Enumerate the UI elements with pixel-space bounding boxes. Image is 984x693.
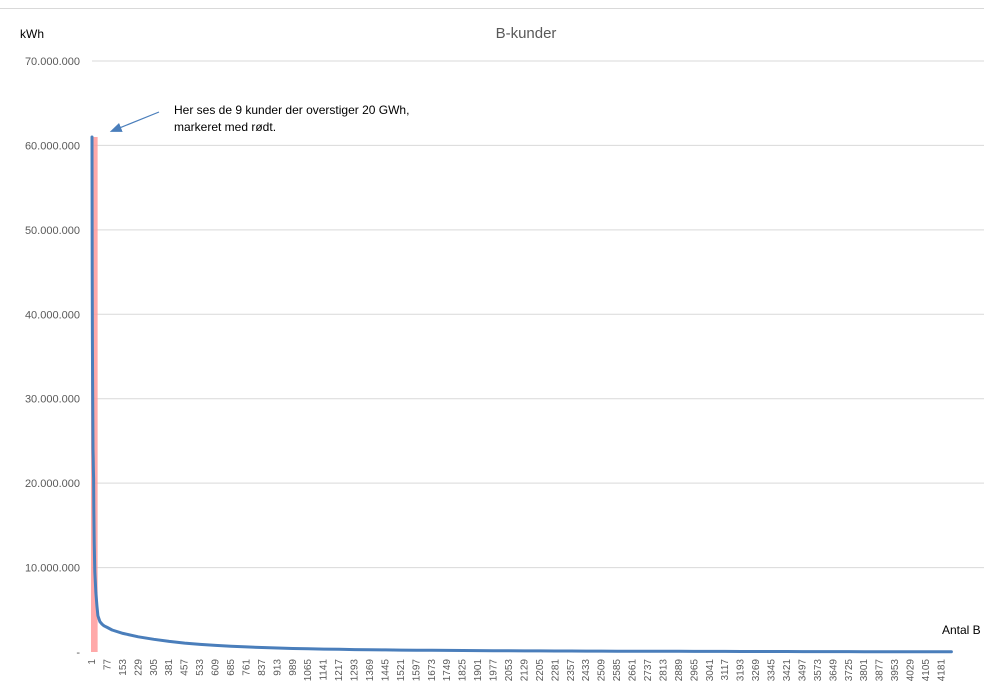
x-tick-label: 609 (211, 659, 222, 676)
gridlines (92, 60, 984, 569)
x-tick-label: 837 (257, 659, 268, 676)
x-tick-label: 381 (164, 659, 175, 676)
x-tick-label: 2281 (550, 659, 561, 682)
y-tick-label: 10.000.000 (25, 563, 80, 575)
x-tick-label: 761 (241, 659, 252, 676)
x-tick-label: 2433 (581, 659, 592, 682)
x-tick-label: 305 (149, 659, 160, 676)
highlight-band (91, 136, 98, 652)
x-tick-label: 77 (102, 659, 113, 671)
x-tick-label: 2965 (689, 659, 700, 682)
y-tick-label: 20.000.000 (25, 478, 80, 490)
x-tick-label: 3117 (720, 659, 731, 681)
x-tick-label: 3649 (828, 659, 839, 682)
highlight-layer (91, 136, 98, 652)
annotation-text-line: Her ses de 9 kunder der overstiger 20 GW… (174, 103, 409, 117)
x-tick-label: 1 (87, 659, 98, 665)
y-tick-label: 30.000.000 (25, 394, 80, 406)
x-tick-label: 2889 (674, 659, 685, 682)
chart-title: B-kunder (496, 25, 557, 42)
x-tick-label: 2129 (519, 659, 530, 682)
y-tick-label: 70.000.000 (25, 56, 80, 68)
x-axis-label: Antal B (942, 623, 981, 637)
x-tick-label: 1901 (473, 659, 484, 682)
x-tick-label: 3497 (797, 659, 808, 682)
x-tick-label: 1293 (350, 659, 361, 682)
x-tick-label: 2585 (612, 659, 623, 682)
x-tick-label: 4181 (936, 659, 947, 682)
annotation-text-line: markeret med rødt. (174, 120, 276, 134)
annotation-layer: Her ses de 9 kunder der overstiger 20 GW… (109, 103, 409, 134)
x-axis-ticks: 1 77 153 229 305 381 457 533 609 685 761 837 913 989 1… (87, 659, 947, 682)
x-tick-label: 3953 (890, 659, 901, 682)
x-tick-label: 1749 (442, 659, 453, 682)
x-tick-label: 1445 (380, 659, 391, 682)
x-tick-label: 3269 (751, 659, 762, 682)
x-tick-label: 2737 (643, 659, 654, 682)
series-layer (90, 135, 953, 654)
x-tick-label: 2813 (658, 659, 669, 682)
y-tick-label: 50.000.000 (25, 225, 80, 237)
x-tick-label: 457 (180, 659, 191, 676)
x-tick-label: 3573 (813, 659, 824, 682)
x-tick-label: 2357 (566, 659, 577, 682)
x-tick-label: 1369 (365, 659, 376, 682)
x-tick-label: 4105 (921, 659, 932, 682)
x-tick-label: 3421 (782, 659, 793, 682)
x-tick-label: 3345 (767, 659, 778, 682)
x-tick-label: 3801 (859, 659, 870, 682)
x-tick-label: 1825 (458, 659, 469, 682)
x-tick-label: 1673 (427, 659, 438, 682)
x-tick-label: 2661 (628, 659, 639, 682)
y-axis-unit-label: kWh (20, 27, 44, 41)
x-tick-label: 4029 (906, 659, 917, 682)
y-tick-label: - (76, 647, 80, 659)
x-tick-label: 913 (272, 659, 283, 676)
x-tick-label: 3041 (705, 659, 716, 682)
x-tick-label: 2509 (597, 659, 608, 682)
x-tick-label: 153 (118, 659, 129, 676)
y-tick-label: 60.000.000 (25, 140, 80, 152)
x-tick-label: 1065 (303, 659, 314, 682)
annotation-arrow (109, 111, 160, 132)
x-tick-label: 533 (195, 659, 206, 676)
x-tick-label: 685 (226, 659, 237, 676)
series-line (90, 135, 953, 654)
x-tick-label: 3877 (875, 659, 886, 682)
x-tick-label: 2205 (535, 659, 546, 682)
x-tick-label: 1597 (411, 659, 422, 682)
x-tick-label: 229 (133, 659, 144, 676)
y-axis-ticks: - 10.000.000 20.000.000 30.000.000 40.000.00… (25, 56, 80, 659)
y-tick-label: 40.000.000 (25, 309, 80, 321)
x-tick-label: 3193 (736, 659, 747, 682)
x-tick-label: 989 (288, 659, 299, 676)
x-tick-label: 1521 (396, 659, 407, 682)
x-tick-label: 3725 (844, 659, 855, 682)
x-tick-label: 1141 (319, 659, 330, 681)
x-tick-label: 1217 (334, 659, 345, 682)
x-tick-label: 2053 (504, 659, 515, 682)
x-tick-label: 1977 (489, 659, 500, 682)
